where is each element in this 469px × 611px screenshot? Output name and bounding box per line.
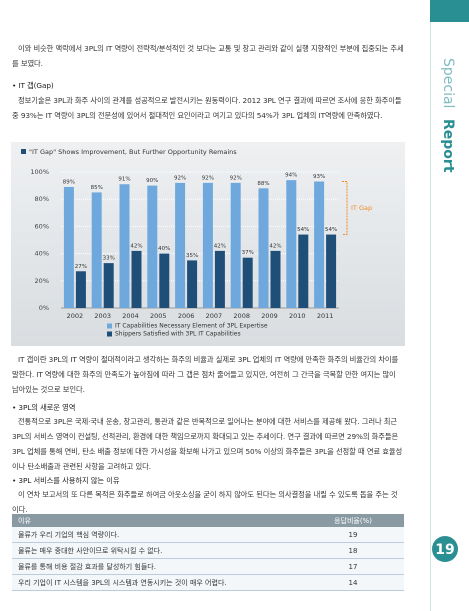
table-cell: 물류를 통해 비용 절감 효과를 달성하기 힘들다. [12, 558, 302, 575]
bar [91, 192, 102, 308]
reason-table: 이유 응답비율(%) 물류가 우리 기업의 핵심 역량이다. 19 물류는 매우 중… [12, 514, 404, 591]
x-tick-label: 2005 [150, 312, 167, 320]
value-label: 85% [91, 185, 103, 191]
value-label: 27% [75, 264, 87, 270]
x-tick-label: 2003 [94, 312, 111, 320]
table-cell: 물류가 우리 기업의 핵심 역량이다. [12, 527, 302, 543]
value-label: 42% [214, 243, 226, 249]
bar [119, 184, 130, 308]
value-label: 54% [325, 227, 337, 233]
x-tick-label: 2002 [67, 312, 84, 320]
bar [159, 253, 170, 308]
table-cell: 14 [302, 574, 404, 591]
annotation: IT Gap [351, 204, 372, 212]
bar [286, 180, 297, 308]
bar [202, 182, 213, 308]
table-row: 물류가 우리 기업의 핵심 역량이다. 19 [12, 527, 404, 543]
bar [175, 182, 186, 308]
bar [75, 271, 86, 308]
value-label: 92% [230, 175, 242, 181]
x-tick-label: 2007 [206, 312, 223, 320]
y-tick-label: 100% [30, 168, 49, 176]
value-label: 89% [63, 179, 75, 185]
value-label: 92% [174, 175, 186, 181]
title-marker [21, 149, 26, 154]
bar [258, 188, 269, 308]
value-label: 94% [285, 173, 297, 179]
section-label-bold: Report [440, 119, 456, 173]
x-tick-label: 2011 [317, 312, 334, 320]
paragraph: IT 갭이란 3PL의 IT 역량이 절대적이라고 생각하는 화주의 비율과 실… [12, 355, 399, 394]
chart-title: "IT Gap" Shows Improvement, But Further … [29, 148, 237, 156]
heading: • IT 갭(Gap) [12, 81, 54, 90]
table-cell: 19 [302, 527, 404, 543]
bar [63, 186, 74, 308]
table-cell: 17 [302, 558, 404, 575]
sidebar: Special Report 19 [430, 0, 469, 611]
paragraph: 이와 비슷한 맥락에서 3PL의 IT 역량이 전략적/분석적인 것 보다는 교… [12, 44, 404, 68]
page-number: 19 [435, 542, 454, 558]
bar [298, 234, 309, 308]
bar [187, 260, 198, 308]
legend-label: IT Capabilities Necessary Element of 3PL… [115, 323, 268, 330]
table-row: 물류를 통해 비용 절감 효과를 달성하기 힘들다. 17 [12, 558, 404, 575]
value-label: 93% [313, 174, 325, 180]
x-tick-label: 2009 [261, 312, 278, 320]
value-label: 92% [202, 175, 214, 181]
table-cell: 물류는 매우 중대한 사안이므로 위탁시킬 수 없다. [12, 542, 302, 559]
y-tick-label: 20% [35, 277, 49, 285]
value-label: 42% [269, 243, 281, 249]
heading: • 3PL 서비스를 사용하지 않는 이유 [12, 476, 120, 485]
legend-swatch [107, 331, 112, 337]
paragraph: 전통적으로 3PL은 국제·국내 운송, 창고관리, 통관과 같은 반복적으로 … [12, 417, 403, 471]
y-tick-label: 0% [39, 304, 49, 312]
value-label: 33% [103, 256, 115, 262]
table-cell: 우리 기업이 IT 시스템을 3PL의 시스템과 연동시키는 것이 매우 어렵다… [12, 574, 302, 591]
value-label: 54% [297, 227, 309, 233]
table-header: 이유 [12, 514, 302, 527]
bar [103, 263, 114, 308]
value-label: 91% [118, 177, 130, 183]
bar [270, 250, 281, 308]
sidebar-strip [430, 0, 469, 22]
bar [214, 250, 225, 308]
legend-label: Shippers Satisfied with 3PL IT Capabilit… [115, 331, 241, 338]
paragraph: 정보기술은 3PL과 화주 사이의 관계를 성공적으로 발전시키는 원동력이다.… [12, 96, 402, 120]
bar [314, 181, 325, 308]
chart: "IT Gap" Shows Improvement, But Further … [11, 142, 405, 346]
value-label: 35% [186, 253, 198, 259]
value-label: 42% [130, 243, 142, 249]
y-tick-label: 60% [35, 222, 49, 230]
x-tick-label: 2008 [233, 312, 250, 320]
table-cell: 18 [302, 542, 404, 559]
y-tick-label: 40% [35, 250, 49, 258]
gap-bracket [342, 181, 348, 236]
section-label: Special [440, 58, 456, 108]
table-header: 응답비율(%) [302, 514, 404, 527]
legend-swatch [107, 323, 112, 329]
heading: • 3PL의 새로운 영역 [12, 403, 76, 412]
bar [147, 185, 158, 308]
bar [131, 250, 142, 308]
x-tick-label: 2006 [178, 312, 195, 320]
value-label: 90% [146, 178, 158, 184]
x-tick-label: 2004 [122, 312, 139, 320]
page-number-badge [432, 536, 458, 562]
bar [242, 257, 253, 308]
bar [230, 182, 241, 308]
value-label: 88% [257, 181, 269, 187]
table-row: 물류는 매우 중대한 사안이므로 위탁시킬 수 없다. 18 [12, 542, 404, 559]
paragraph: 이 연차 보고서의 또 다른 목적은 화주들로 하여금 아웃소싱을 굳이 하지 … [12, 490, 398, 514]
value-label: 37% [242, 250, 254, 256]
y-tick-label: 80% [35, 195, 49, 203]
bar [326, 234, 337, 308]
table-row: 우리 기업이 IT 시스템을 3PL의 시스템과 연동시키는 것이 매우 어렵다… [12, 574, 404, 591]
value-label: 40% [158, 246, 170, 252]
x-tick-label: 2010 [289, 312, 306, 320]
